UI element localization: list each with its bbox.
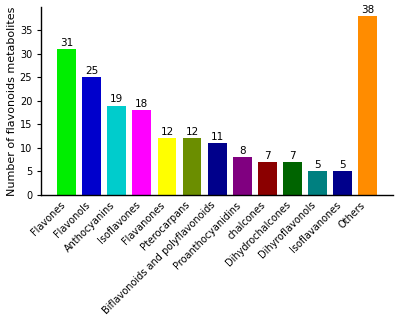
Bar	[208, 143, 226, 195]
Text: 5: 5	[314, 160, 321, 170]
Text: 31: 31	[60, 38, 73, 48]
Text: 18: 18	[135, 99, 148, 109]
Text: 5: 5	[339, 160, 346, 170]
Text: 25: 25	[85, 66, 98, 76]
Y-axis label: Number of flavonoids metabolites: Number of flavonoids metabolites	[7, 6, 17, 196]
Bar	[233, 157, 252, 195]
Bar	[183, 139, 202, 195]
Bar	[82, 78, 101, 195]
Text: 38: 38	[361, 5, 374, 15]
Bar	[308, 172, 327, 195]
Bar	[283, 162, 302, 195]
Bar	[158, 139, 176, 195]
Text: 12: 12	[160, 127, 174, 137]
Text: 11: 11	[210, 132, 224, 142]
Bar	[132, 110, 151, 195]
Bar	[258, 162, 277, 195]
Bar	[57, 49, 76, 195]
Text: 19: 19	[110, 94, 124, 104]
Text: 12: 12	[186, 127, 199, 137]
Bar	[333, 172, 352, 195]
Bar	[358, 16, 377, 195]
Text: 7: 7	[264, 151, 271, 161]
Text: 8: 8	[239, 146, 246, 156]
Text: 7: 7	[289, 151, 296, 161]
Bar	[108, 106, 126, 195]
